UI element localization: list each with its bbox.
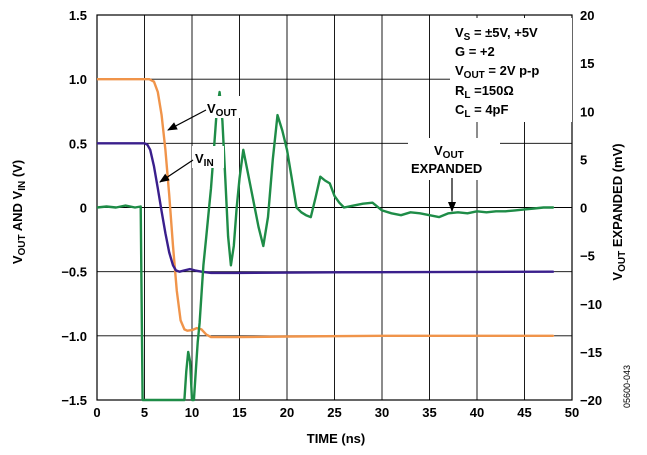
vout-expanded-series-line: [97, 90, 555, 402]
vin-arrow: [159, 159, 194, 183]
condition-gain: G = +2: [455, 44, 495, 59]
y-tick-label-right: 5: [580, 152, 587, 167]
x-tick-label: 15: [232, 405, 246, 420]
expanded-label-bg: [408, 138, 500, 180]
x-tick-label: 50: [565, 405, 579, 420]
x-tick-label: 10: [185, 405, 199, 420]
y-tick-label-right: 10: [580, 104, 594, 119]
y-tick-label-left: −1.0: [61, 329, 87, 344]
y-tick-label-right: 20: [580, 8, 594, 23]
vout-label-bg: [204, 96, 250, 118]
x-ticks: 0 5 10 15 20 25 30 35 40 45 50: [93, 405, 579, 420]
x-tick-label: 25: [327, 405, 341, 420]
vin-series-line: [97, 142, 555, 275]
y-tick-label-left: 1.0: [69, 72, 87, 87]
x-axis-label: TIME (ns): [307, 431, 366, 446]
y-ticks-right: 20 15 10 5 0 −5 −10 −15 −20: [580, 8, 602, 408]
vout-series-line: [97, 78, 555, 339]
y-tick-label-right: −5: [580, 249, 595, 264]
condition-vs: VS = ±5V, +5V: [455, 25, 538, 43]
y-axis-label-right: VOUT EXPANDED (mV): [610, 143, 628, 280]
y-tick-label-left: −1.5: [61, 393, 87, 408]
vout-arrow: [167, 109, 207, 131]
series-group: [97, 78, 555, 402]
y-tick-label-right: 15: [580, 56, 594, 71]
y-tick-label-right: −10: [580, 297, 602, 312]
figure-id: 05600-043: [622, 365, 632, 408]
expanded-annotation-line2: EXPANDED: [411, 161, 482, 176]
y-tick-label-right: −15: [580, 345, 602, 360]
conditions-box: VS = ±5V, +5V G = +2 VOUT = 2V p-p RL =1…: [450, 18, 572, 122]
x-tick-label: 45: [517, 405, 531, 420]
y-tick-label-right: −20: [580, 393, 602, 408]
condition-cl: CL = 4pF: [455, 102, 508, 120]
x-tick-label: 0: [93, 405, 100, 420]
y-tick-label-left: 0: [80, 201, 87, 216]
y-tick-label-left: 0.5: [69, 136, 87, 151]
expanded-annotation-line1: VOUT: [434, 143, 464, 161]
vout-annotation: VOUT: [207, 101, 237, 119]
y-axis-label-left: VOUT AND VIN (V): [10, 160, 28, 264]
vin-label-bg: [192, 146, 224, 168]
x-tick-label: 20: [280, 405, 294, 420]
vin-annotation: VIN: [195, 151, 214, 169]
condition-rl: RL =150Ω: [455, 83, 514, 101]
y-ticks-left: 1.5 1.0 0.5 0 −0.5 −1.0 −1.5: [61, 8, 87, 408]
x-tick-label: 35: [422, 405, 436, 420]
x-tick-label: 40: [470, 405, 484, 420]
y-tick-label-left: 1.5: [69, 8, 87, 23]
condition-vout: VOUT = 2V p-p: [455, 63, 539, 81]
y-tick-label-right: 0: [580, 201, 587, 216]
x-tick-label: 30: [375, 405, 389, 420]
x-tick-label: 5: [141, 405, 148, 420]
y-tick-label-left: −0.5: [61, 265, 87, 280]
